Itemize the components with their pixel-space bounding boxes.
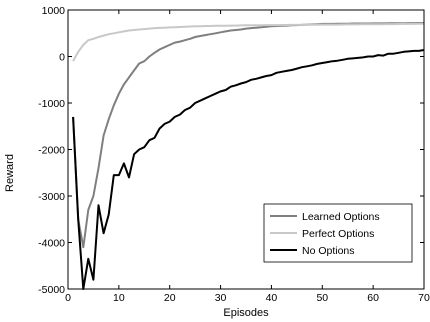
legend-label-learned-options: Learned Options [302, 211, 380, 223]
y-tick-label: -4000 [38, 238, 65, 250]
y-tick-label: -2000 [38, 145, 65, 157]
y-tick-label: -3000 [38, 191, 65, 203]
y-tick-label: -5000 [38, 284, 65, 296]
x-tick-label: 10 [113, 292, 125, 304]
series-line-no-options [72, 49, 425, 290]
y-axis-label: Reward [4, 154, 16, 192]
x-tick-label: 50 [316, 292, 328, 304]
x-tick-label: 30 [215, 292, 227, 304]
x-tick-label: 70 [418, 292, 430, 304]
axes: 0 10 20 30 40 50 60 70 -5000 -4000 -3000 -2000 -1000… [38, 5, 430, 304]
series-line-perfect-options [72, 22, 425, 62]
legend: Learned Options Perfect Options No Optio… [263, 203, 413, 263]
y-tick-label: 1000 [42, 5, 66, 17]
plot-area [72, 22, 425, 290]
y-tick-label: -1000 [38, 98, 65, 110]
y-tick-label: 0 [59, 52, 65, 64]
x-tick-label: 20 [164, 292, 176, 304]
x-tick-label: 60 [367, 292, 379, 304]
legend-label-perfect-options: Perfect Options [302, 228, 374, 240]
x-axis-label: Episodes [223, 307, 269, 319]
x-tick-label: 0 [65, 292, 71, 304]
x-tick-label: 40 [266, 292, 278, 304]
legend-label-no-options: No Options [302, 245, 355, 257]
